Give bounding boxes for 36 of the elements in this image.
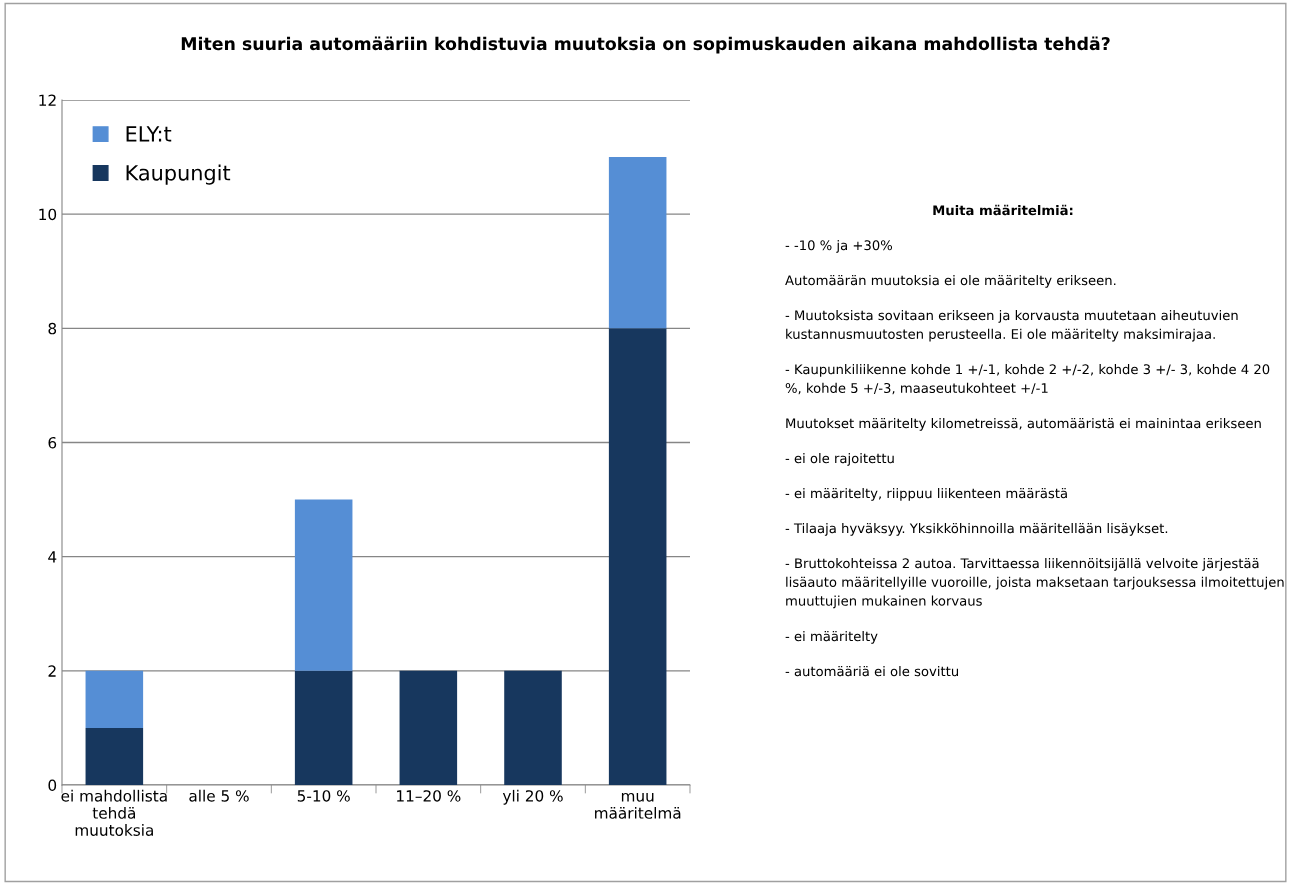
bar [504, 670, 562, 785]
text: - ei ole rajoitettu [785, 453, 894, 466]
bar [399, 670, 458, 785]
y-tick-label: 4 [48, 551, 57, 563]
y-tick-label: 10 [39, 208, 57, 221]
x-tick-label: muu määritelmä [595, 792, 681, 819]
text: - automääriä ei ole sovittu [785, 666, 958, 677]
text: - ei määritelty [785, 631, 878, 644]
text: - -10 % ja +30% [785, 240, 893, 253]
text: - Kaupunkiliikenne kohde 1 +/-1, kohde 2 +/-2, kohde 3 +/- 3, kohde 4 20 %, kohde 5 +/-3, maaseutukohteet +/-1 [785, 364, 1270, 395]
bar [294, 499, 353, 671]
bar [85, 727, 144, 785]
y-tick-label: 6 [48, 436, 57, 449]
chart-title: Miten suuria automääriin kohdistuvia muutoksia on sopimuskauden aikana mahdollista tehdä? [181, 36, 1110, 54]
y-tick-label: 12 [39, 94, 56, 106]
bar [85, 670, 144, 728]
bar [294, 670, 353, 785]
text: - Muutoksista sovitaan erikseen ja korvausta muutetaan aiheutuvien kustannusmuutosten perusteella. Ei ole määritelty maksimirajaa. [785, 310, 1238, 342]
y-tick-label: 2 [48, 665, 56, 677]
text: - ei määritelty, riippuu liikenteen määrästä [785, 488, 1067, 501]
x-tick-label: 5-10 % [297, 790, 350, 802]
text: Muita määritelmiä: [933, 204, 1073, 216]
text: Muutokset määritelty kilometreissä, automääristä ei mainintaa erikseen [786, 418, 1261, 431]
y-tick-label: 0 [48, 779, 57, 792]
x-tick-label: alle 5 % [189, 789, 249, 802]
bar [608, 157, 667, 329]
legend-label: Kaupungit [126, 164, 231, 185]
x-tick-label: yli 20 % [502, 789, 563, 805]
y-tick-label: 8 [48, 322, 57, 335]
x-tick-label: ei mahdollista tehdä muutoksia [61, 789, 167, 836]
x-tick-label: 11–20 % [397, 790, 461, 802]
text: - Bruttokohteissa 2 autoa. Tarvittaessa liikennöitsijällä velvoite järjestää lisäauto määritellyille vuoroille, joista maksetaan tarjouksessa ilmoitettujen muuttujien mukainen korvaus [785, 558, 1284, 609]
text: Automäärän muutoksia ei ole määritelty erikseen. [785, 275, 1116, 288]
text: - Tilaaja hyväksyy. Yksikköhinnoilla määritellään lisäykset. [785, 523, 1168, 536]
bar [608, 328, 667, 785]
legend-label: ELY:t [126, 126, 172, 142]
